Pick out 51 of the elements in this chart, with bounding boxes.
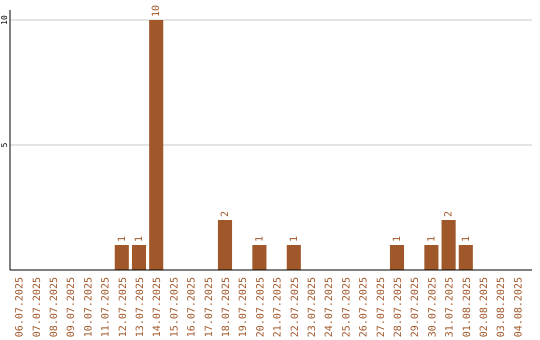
- x-tick-label: 26.07.2025: [358, 277, 370, 338]
- data-label: 1: [116, 236, 128, 242]
- bar: [390, 245, 404, 270]
- bar: [218, 220, 232, 270]
- x-tick-label: 01.08.2025: [462, 277, 473, 338]
- x-tick-label: 22.07.2025: [290, 277, 301, 338]
- bar: [286, 245, 301, 270]
- x-tick-label: 23.07.2025: [307, 277, 318, 338]
- bar: [442, 220, 456, 270]
- x-tick-label: 03.08.2025: [496, 277, 508, 338]
- x-tick-label: 29.07.2025: [410, 277, 422, 338]
- data-label: 1: [426, 236, 438, 242]
- data-label: 10: [151, 4, 162, 17]
- x-tick-label: 07.07.2025: [32, 277, 43, 338]
- bar: [114, 245, 129, 270]
- x-tick-label: 06.07.2025: [14, 277, 26, 338]
- data-label: 1: [288, 236, 300, 242]
- x-tick-label: 31.07.2025: [444, 277, 456, 338]
- x-tick-label: 25.07.2025: [341, 277, 352, 338]
- x-tick-label: 28.07.2025: [393, 277, 404, 338]
- x-tick-label: 15.07.2025: [169, 277, 180, 338]
- data-label: 1: [392, 236, 403, 242]
- x-tick-label: 09.07.2025: [66, 277, 78, 338]
- x-tick-label: 16.07.2025: [186, 277, 198, 338]
- bar: [458, 245, 473, 270]
- data-label: 1: [460, 236, 472, 242]
- bar: [252, 245, 266, 270]
- data-label: 2: [444, 210, 455, 217]
- x-tick-label: 19.07.2025: [238, 277, 250, 338]
- x-tick-label: 18.07.2025: [221, 277, 232, 338]
- x-tick-label: 12.07.2025: [118, 277, 129, 338]
- x-tick-label: 02.08.2025: [479, 277, 490, 338]
- data-label: 1: [134, 236, 145, 242]
- bar: [424, 245, 438, 270]
- x-tick-label: 11.07.2025: [100, 277, 112, 338]
- bar: [132, 245, 146, 270]
- x-tick-label: 30.07.2025: [427, 277, 438, 338]
- data-label: 1: [254, 236, 266, 242]
- x-tick-label: 27.07.2025: [376, 277, 387, 338]
- y-tick-label: 5: [0, 142, 9, 148]
- x-tick-label: 21.07.2025: [272, 277, 284, 338]
- x-tick-label: 20.07.2025: [255, 277, 266, 338]
- x-tick-label: 14.07.2025: [152, 277, 164, 338]
- x-tick-label: 04.08.2025: [513, 277, 524, 338]
- x-tick-label: 24.07.2025: [324, 277, 336, 338]
- data-label: 2: [220, 210, 231, 217]
- x-tick-label: 17.07.2025: [204, 277, 215, 338]
- x-tick-label: 13.07.2025: [135, 277, 146, 338]
- bar: [149, 20, 164, 270]
- x-tick-label: 10.07.2025: [83, 277, 94, 338]
- x-tick-label: 08.07.2025: [49, 277, 60, 338]
